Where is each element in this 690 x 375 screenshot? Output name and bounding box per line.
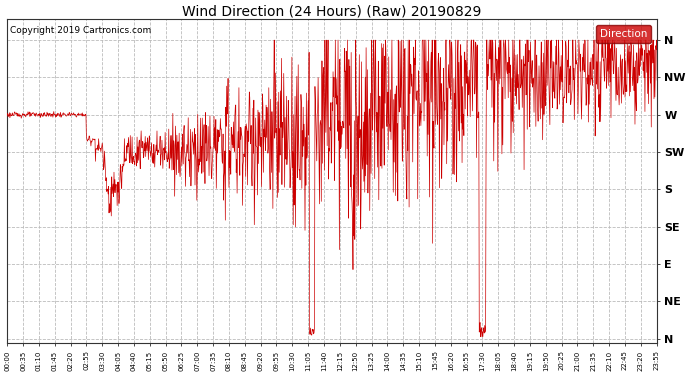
Legend: Direction: Direction xyxy=(595,24,651,43)
Title: Wind Direction (24 Hours) (Raw) 20190829: Wind Direction (24 Hours) (Raw) 20190829 xyxy=(182,4,482,18)
Text: Copyright 2019 Cartronics.com: Copyright 2019 Cartronics.com xyxy=(10,26,152,35)
